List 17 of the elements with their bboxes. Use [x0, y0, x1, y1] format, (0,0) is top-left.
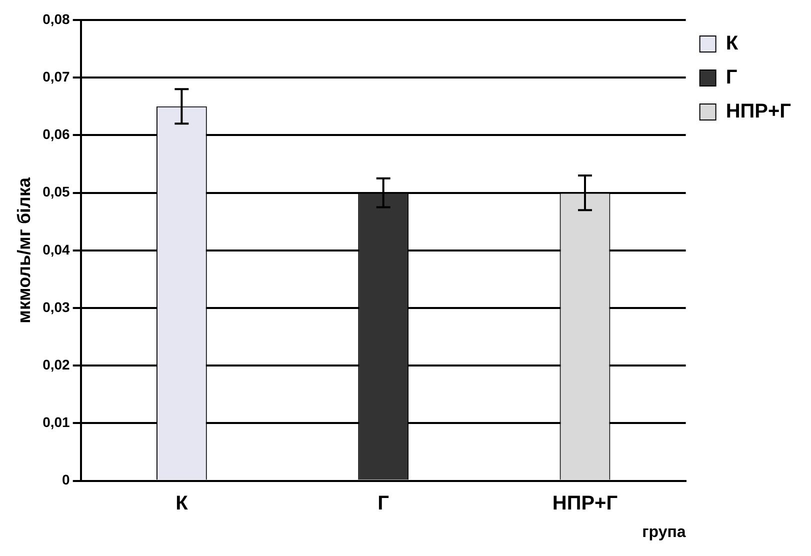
x-tick-label: НПР+Г — [552, 492, 618, 514]
y-tick-label: 0 — [62, 472, 70, 488]
legend-label: Г — [726, 66, 738, 89]
x-axis-title: група — [642, 524, 686, 541]
y-tick-label: 0,03 — [42, 298, 70, 315]
y-tick-label: 0,07 — [42, 68, 70, 84]
y-axis-title: мкмоль/мг білка — [14, 176, 34, 324]
y-tick-label: 0,04 — [42, 241, 70, 258]
legend-label: НПР+Г — [726, 100, 792, 123]
legend-label: К — [726, 32, 739, 55]
y-tick-label: 0,05 — [42, 184, 70, 200]
x-tick-label: К — [176, 492, 189, 514]
y-tick-label: 0,06 — [42, 126, 70, 142]
y-tick-label: 0,01 — [42, 414, 70, 430]
y-tick-label: 0,08 — [42, 10, 70, 27]
x-tick-label: Г — [378, 492, 390, 514]
y-tick-label: 0,02 — [42, 356, 70, 372]
